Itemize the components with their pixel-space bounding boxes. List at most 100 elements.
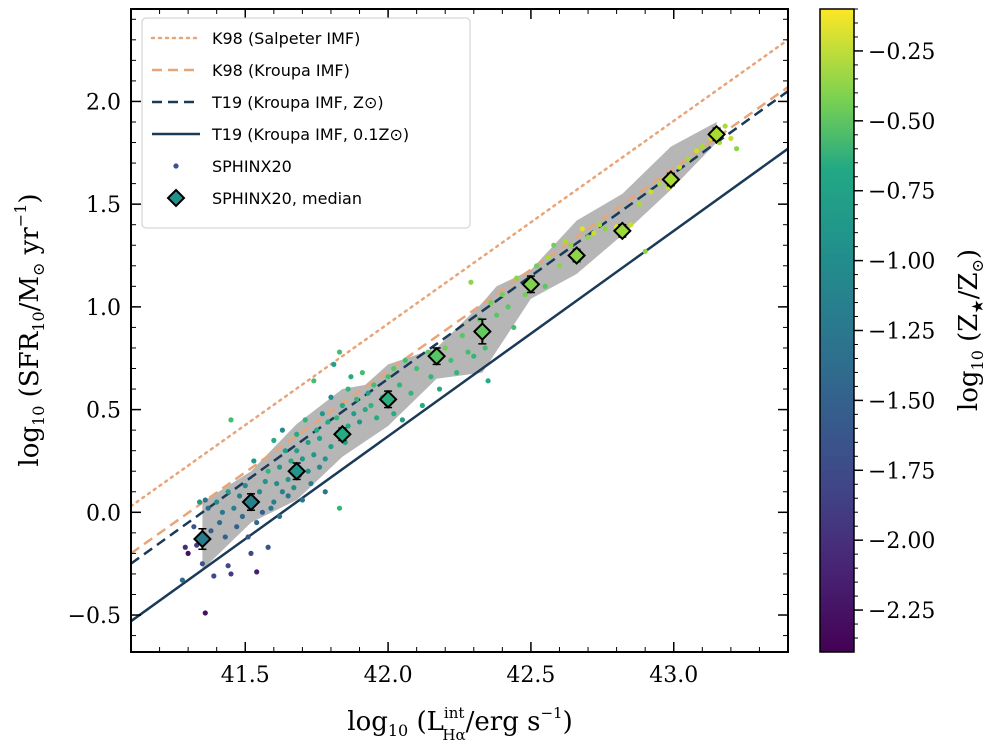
colorbar-tick-label: −2.25: [868, 599, 935, 624]
scatter-point: [231, 505, 237, 511]
scatter-point: [345, 423, 351, 429]
scatter-point: [436, 386, 443, 392]
scatter-point: [208, 528, 214, 534]
scatter-point: [251, 458, 257, 464]
scatter-point: [656, 181, 663, 187]
scatter-point: [325, 419, 331, 425]
scatter-point: [225, 563, 231, 569]
scatter-point: [471, 353, 477, 359]
scatter-point: [222, 534, 228, 540]
scatter-point: [339, 402, 345, 409]
scatter-point: [311, 452, 317, 458]
scatter-point: [419, 402, 425, 409]
scatter-point: [442, 345, 448, 351]
scatter-point: [334, 415, 340, 421]
scatter-point: [511, 324, 517, 331]
scatter-point: [239, 513, 246, 520]
scatter-point: [262, 478, 268, 485]
y-axis-ticks: −0.5 0.0 0.5 1.0 1.5 2.0: [68, 18, 788, 637]
colorbar-tick-label: −1.25: [868, 320, 935, 345]
legend-diamond-swatch: [166, 188, 186, 208]
scatter-point: [305, 468, 311, 474]
scatter-point: [522, 291, 528, 298]
median-marker: [707, 124, 727, 144]
scatter-point: [351, 411, 357, 417]
scatter-point: [414, 365, 420, 372]
scatter-point: [179, 577, 186, 583]
median-marker: [521, 274, 541, 294]
scatter-point: [336, 349, 343, 355]
scatter-point: [345, 386, 351, 392]
scatter-point: [256, 489, 263, 495]
median-marker: [612, 221, 632, 241]
scatter-point: [191, 524, 197, 530]
scatter-point: [314, 427, 320, 433]
scatter-points: [179, 123, 740, 616]
scatter-point: [274, 480, 280, 487]
scatter-point: [514, 275, 520, 281]
scatter-point: [362, 406, 368, 413]
scatter-point: [336, 505, 343, 511]
scatter-point: [602, 226, 608, 232]
scatter-point: [294, 431, 300, 437]
reference-lines: [131, 38, 788, 623]
scatter-point: [402, 357, 408, 363]
scatter-point: [265, 468, 271, 474]
scatter-point: [271, 437, 277, 444]
scatter-point: [322, 456, 328, 462]
legend-label: T19 (Kroupa IMF, 0.1Z⊙): [211, 125, 409, 144]
scatter-point: [488, 300, 494, 306]
scatter-point: [591, 230, 597, 236]
scatter-point: [551, 242, 557, 248]
scatter-point: [279, 489, 285, 495]
legend: K98 (Salpeter IMF) K98 (Kroupa IMF) T19 (K…: [141, 17, 471, 229]
scatter-point: [331, 361, 337, 367]
x-axis-label: log10 (Lint Hα/erg s−1): [347, 704, 573, 744]
scatter-point: [316, 464, 323, 470]
scatter-point: [579, 226, 585, 232]
x-tick-label: 42.0: [364, 663, 413, 688]
colorbar-tick-label: −1.75: [868, 459, 935, 484]
line-1: [131, 38, 788, 508]
scatter-point: [328, 443, 334, 450]
scatter-point: [316, 435, 323, 441]
scatter-point: [733, 146, 740, 152]
colorbar-tick-label: −0.75: [868, 180, 935, 205]
y-tick-label: 1.0: [86, 296, 121, 321]
scatter-point: [268, 505, 274, 511]
legend-label: SPHINX20, median: [212, 189, 362, 208]
scatter-point: [454, 370, 460, 376]
scatter-point: [285, 476, 291, 483]
line-2: [131, 86, 788, 555]
colorbar-label: log10 (Z★/Z⊙): [954, 249, 987, 411]
scatter-point: [596, 222, 603, 228]
scatter-point: [359, 370, 365, 376]
scatter-point: [214, 499, 220, 505]
legend-point-swatch: [173, 163, 179, 169]
scatter-point: [465, 349, 471, 355]
scatter-point: [288, 458, 294, 464]
line-4: [131, 147, 788, 623]
scatter-point: [279, 427, 285, 433]
scatter-point: [482, 345, 488, 351]
y-tick-label: 0.5: [86, 399, 121, 424]
scatter-point: [276, 513, 283, 520]
scatter-point: [236, 493, 243, 499]
scatter-point: [328, 394, 334, 400]
scatter-point: [299, 456, 305, 462]
x-tick-label: 43.0: [649, 663, 698, 688]
legend-label: T19 (Kroupa IMF, Z⊙): [211, 93, 384, 112]
x-tick-label: 42.5: [506, 663, 555, 688]
scatter-point: [642, 248, 648, 255]
scatter-point: [428, 374, 434, 380]
scatter-point: [722, 123, 728, 129]
scatter-point: [699, 144, 705, 150]
scatter-point: [693, 148, 700, 154]
scatter-point: [648, 189, 654, 195]
scatter-point: [245, 534, 251, 540]
scatter-point: [385, 374, 391, 380]
scatter-point: [371, 382, 377, 388]
scatter-point: [242, 483, 248, 489]
median-marker: [287, 461, 307, 481]
scatter-point: [216, 519, 223, 526]
